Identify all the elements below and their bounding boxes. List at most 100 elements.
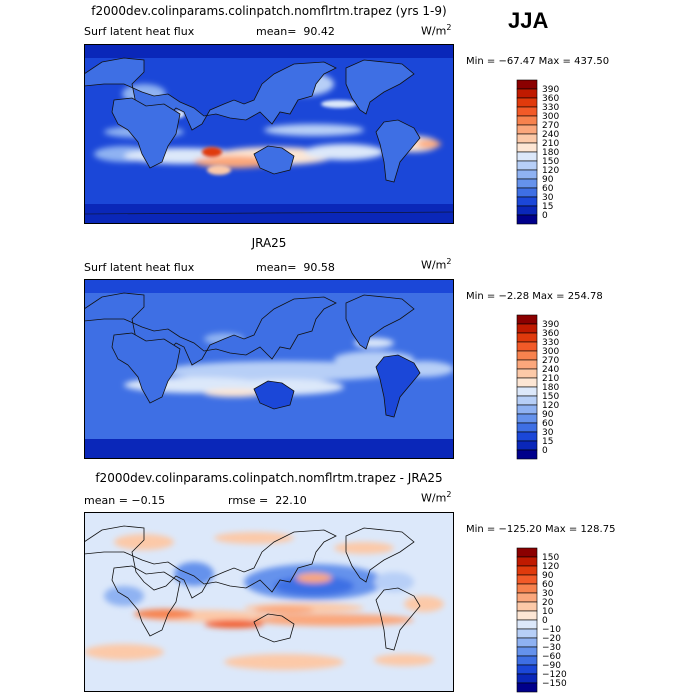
colorbar-tick-label: 270 — [542, 356, 559, 366]
colorbar-swatch — [516, 187, 538, 198]
colorbar-tick-label: 330 — [542, 103, 559, 113]
panel-1-stat-value: 90.42 — [303, 25, 335, 38]
colorbar-swatch — [516, 422, 538, 433]
colorbar-tick-label: 90 — [542, 410, 554, 420]
colorbar-tick-label: 120 — [542, 562, 559, 572]
panel-1-stat-label: mean= — [256, 25, 297, 38]
colorbar-swatch — [516, 601, 538, 612]
colorbar-swatch — [516, 160, 538, 171]
panel-1-units: W/m2 — [421, 23, 452, 38]
colorbar-swatch — [516, 314, 538, 325]
panel-3-mean: mean = −0.15 — [84, 494, 166, 507]
colorbar-swatch — [516, 350, 538, 361]
panel-2-min-max: Min = −2.28 Max = 254.78 — [466, 291, 603, 302]
colorbar-swatch — [516, 178, 538, 189]
panel-3-map — [84, 512, 454, 692]
colorbar-tick-label: 210 — [542, 374, 559, 384]
colorbar-swatch — [516, 547, 538, 558]
colorbar-tick-label: 60 — [542, 184, 554, 194]
colorbar-swatch — [516, 565, 538, 576]
panel-3-min-max: Min = −125.20 Max = 128.75 — [466, 524, 616, 535]
panel-1-stat: mean= 90.42 — [256, 25, 335, 38]
panel-2-stat-label: mean= — [256, 261, 297, 274]
colorbar-swatch — [516, 106, 538, 117]
colorbar-tick-label: 120 — [542, 166, 559, 176]
panel-3-stat-value: 22.10 — [275, 494, 307, 507]
colorbar-swatch — [516, 88, 538, 99]
panel-2-map-svg — [84, 279, 454, 459]
colorbar-tick-label: 20 — [542, 598, 554, 608]
colorbar-tick-label: −10 — [542, 625, 561, 635]
colorbar-swatch — [516, 359, 538, 370]
colorbar-swatch — [516, 79, 538, 90]
colorbar-tick-label: −60 — [542, 652, 561, 662]
colorbar-tick-label: 180 — [542, 148, 559, 158]
colorbar-swatch — [516, 431, 538, 442]
colorbar-swatch — [516, 619, 538, 630]
colorbar-tick-label: 30 — [542, 589, 554, 599]
colorbar-tick-label: 360 — [542, 94, 559, 104]
colorbar-tick-label: 180 — [542, 383, 559, 393]
panel-2-units: W/m2 — [421, 257, 452, 272]
colorbar-swatch — [516, 133, 538, 144]
colorbar-swatch — [516, 115, 538, 126]
colorbar-tick-label: 240 — [542, 130, 559, 140]
colorbar-tick-label: 90 — [542, 175, 554, 185]
panel-2-field-label: Surf latent heat flux — [84, 261, 195, 274]
colorbar-tick-label: 30 — [542, 428, 554, 438]
colorbar-swatch — [516, 386, 538, 397]
colorbar-swatch — [516, 341, 538, 352]
colorbar-swatch — [516, 583, 538, 594]
colorbar-swatch — [516, 592, 538, 603]
panel-1-title: f2000dev.colinparams.colinpatch.nomflrtm… — [91, 4, 447, 18]
season-label: JJA — [508, 8, 549, 33]
colorbar-tick-label: 150 — [542, 392, 559, 402]
colorbar-swatch — [516, 377, 538, 388]
colorbar-swatch — [516, 664, 538, 675]
colorbar-swatch — [516, 413, 538, 424]
panel-2-title: JRA25 — [251, 236, 287, 250]
colorbar-swatch — [516, 404, 538, 415]
colorbar-tick-label: 120 — [542, 401, 559, 411]
colorbar-swatch — [516, 323, 538, 334]
colorbar-tick-label: 30 — [542, 193, 554, 203]
colorbar-tick-label: −90 — [542, 661, 561, 671]
colorbar-tick-label: 150 — [542, 157, 559, 167]
colorbar-tick-label: 60 — [542, 580, 554, 590]
colorbar-tick-label: 330 — [542, 338, 559, 348]
panel-3-stat: rmse = 22.10 — [228, 494, 307, 507]
colorbar-tick-label: 300 — [542, 347, 559, 357]
colorbar-tick-label: −20 — [542, 634, 561, 644]
panel-2-colorbar: 390 360 330 300 270 240 210 180 150 120 90 60 30 15 0 — [516, 314, 597, 463]
colorbar-swatch — [516, 368, 538, 379]
colorbar-swatch — [516, 332, 538, 343]
colorbar-tick-label: 0 — [542, 616, 548, 626]
panel-1-min-max: Min = −67.47 Max = 437.50 — [466, 56, 610, 67]
panel-3-title: f2000dev.colinparams.colinpatch.nomflrtm… — [95, 471, 443, 485]
panel-1-colorbar: 390 360 330 300 270 240 210 180 150 120 90 60 30 15 0 — [516, 79, 597, 228]
colorbar-swatch — [516, 214, 538, 225]
colorbar-swatch — [516, 142, 538, 153]
colorbar-tick-label: −150 — [542, 679, 567, 689]
colorbar-tick-label: −30 — [542, 643, 561, 653]
colorbar-swatch — [516, 449, 538, 460]
colorbar-swatch — [516, 628, 538, 639]
colorbar-swatch — [516, 682, 538, 693]
panel-1-field-label: Surf latent heat flux — [84, 25, 195, 38]
colorbar-tick-label: 60 — [542, 419, 554, 429]
panel-3-colorbar: 150 120 90 60 30 20 10 0 −10 −20 −30 −60 −90 −120 −150 — [516, 547, 597, 696]
panel-2-stat: mean= 90.58 — [256, 261, 335, 274]
colorbar-tick-label: 360 — [542, 329, 559, 339]
colorbar-tick-label: 15 — [542, 202, 553, 212]
colorbar-swatch — [516, 205, 538, 216]
colorbar-tick-label: 0 — [542, 211, 548, 221]
colorbar-swatch — [516, 556, 538, 567]
colorbar-tick-label: 0 — [542, 446, 548, 456]
panel-2-stat-value: 90.58 — [303, 261, 335, 274]
colorbar-swatch — [516, 151, 538, 162]
colorbar-swatch — [516, 169, 538, 180]
panel-1-map-svg — [84, 44, 454, 224]
